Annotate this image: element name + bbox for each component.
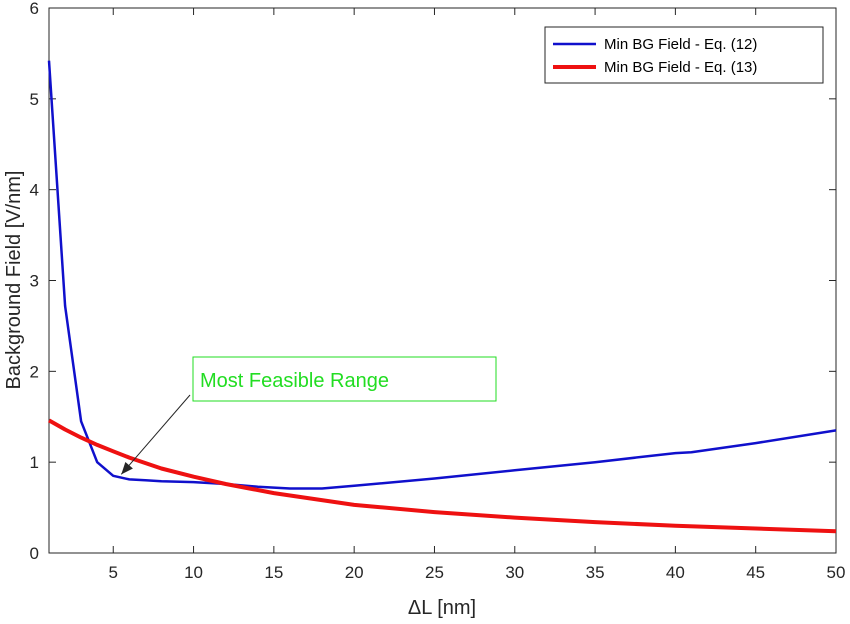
annotation-text: Most Feasible Range <box>200 370 389 392</box>
legend-label-eq12: Min BG Field - Eq. (12) <box>604 36 757 53</box>
x-tick-label: 25 <box>425 563 444 582</box>
y-ticks: 0 1 2 3 4 5 6 <box>30 0 836 563</box>
y-tick-label: 5 <box>30 90 39 109</box>
legend-box <box>544 26 824 84</box>
y-axis-title: Background Field [V/nm] <box>3 171 25 390</box>
x-tick-label: 15 <box>264 563 283 582</box>
legend: Min BG Field - Eq. (12) Min BG Field - E… <box>544 26 824 84</box>
y-tick-label: 0 <box>30 544 39 563</box>
series-layer <box>47 60 837 534</box>
x-tick-label: 5 <box>109 563 118 582</box>
x-tick-label: 10 <box>184 563 203 582</box>
y-tick-label: 4 <box>30 181 39 200</box>
y-tick-label: 1 <box>30 453 39 472</box>
x-tick-label: 35 <box>586 563 605 582</box>
legend-label-eq13: Min BG Field - Eq. (13) <box>604 59 757 76</box>
y-tick-label: 2 <box>30 362 39 381</box>
y-tick-label: 3 <box>30 272 39 291</box>
x-ticks: 5 10 15 20 25 30 35 40 45 50 <box>109 8 846 582</box>
x-tick-label: 45 <box>746 563 765 582</box>
x-tick-label: 40 <box>666 563 685 582</box>
x-tick-label: 20 <box>345 563 364 582</box>
x-axis-title: ΔL [nm] <box>408 597 476 619</box>
x-tick-label: 50 <box>827 563 846 582</box>
y-tick-label: 6 <box>30 0 39 18</box>
x-tick-label: 30 <box>505 563 524 582</box>
annotation-box <box>192 356 497 402</box>
annotation-arrowhead <box>121 461 133 475</box>
series-line-eq12 <box>47 60 837 490</box>
plot-area <box>48 7 837 554</box>
annotation-arrow <box>120 394 191 475</box>
series-line-eq13 <box>48 418 837 534</box>
annotation: Most Feasible Range <box>120 356 497 475</box>
